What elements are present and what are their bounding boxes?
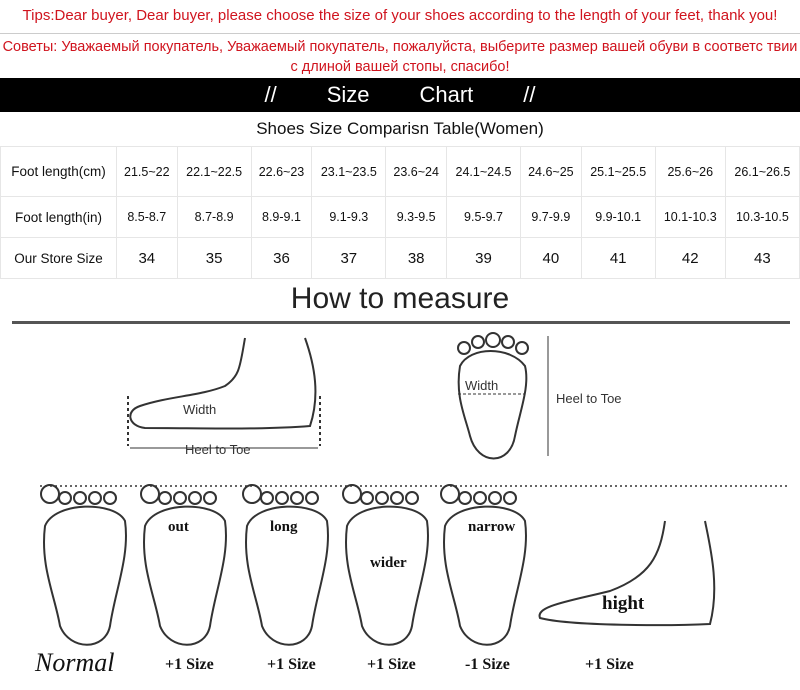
foot-icon <box>143 505 227 646</box>
foot-tag: wider <box>370 555 407 571</box>
size-chart-banner: // Size Chart // <box>0 78 800 112</box>
foot-icon <box>43 505 127 646</box>
table-cell: 37 <box>311 237 387 279</box>
tips-english: Tips:Dear buyer, Dear buyer, please choo… <box>0 0 800 34</box>
table-row: Foot length(in) 8.5-8.7 8.7-8.9 8.9-9.1 9.1-… <box>0 196 800 238</box>
row-header: Foot length(cm) <box>0 146 117 197</box>
foot-icon <box>245 505 329 646</box>
table-cell: 22.6~23 <box>250 146 313 197</box>
foot-side-icon <box>538 520 716 627</box>
table-cell: 9.9-10.1 <box>580 196 656 238</box>
how-to-measure-heading: How to measure <box>290 282 510 315</box>
foot-top-icon <box>457 350 528 460</box>
table-title: Shoes Size Comparisn Table(Women) <box>256 119 544 138</box>
table-cell: 23.1~23.5 <box>311 146 387 197</box>
row-header: Foot length(in) <box>0 196 117 238</box>
table-row: Foot length(cm) 21.5~22 22.1~22.5 22.6~23 23… <box>0 146 800 197</box>
size-adjust-label: +1 Size <box>367 656 416 673</box>
banner-word: Chart <box>419 82 474 107</box>
heel-to-toe-label: Heel to Toe <box>556 391 622 406</box>
divider <box>12 321 790 324</box>
table-cell: 24.1~24.5 <box>445 146 522 197</box>
table-cell: 38 <box>385 237 447 279</box>
banner-slash: // <box>523 82 536 107</box>
foot-side-icon <box>129 337 317 430</box>
table-cell: 21.5~22 <box>116 146 178 197</box>
foot-icon <box>345 505 429 646</box>
table-row: Our Store Size 34 35 36 37 38 39 40 41 42 43 <box>0 237 800 279</box>
size-adjust-label: +1 Size <box>267 656 316 673</box>
table-cell: 43 <box>724 237 800 279</box>
table-cell: 10.1-10.3 <box>654 196 726 238</box>
size-adjust-label: +1 Size <box>585 656 634 673</box>
foot-tag: narrow <box>468 519 515 535</box>
table-cell: 8.7-8.9 <box>176 196 252 238</box>
table-cell: 9.3-9.5 <box>385 196 447 238</box>
banner-word: Size <box>326 82 370 107</box>
foot-tag: hight <box>602 593 645 614</box>
table-cell: 36 <box>250 237 313 279</box>
tips-russian: Советы: Уважаемый покупатель, Уважаемый … <box>2 39 798 75</box>
foot-tag: out <box>168 519 189 535</box>
table-cell: 9.1-9.3 <box>311 196 387 238</box>
table-cell: 25.6~26 <box>654 146 726 197</box>
table-cell: 9.7-9.9 <box>520 196 582 238</box>
table-cell: 8.5-8.7 <box>116 196 178 238</box>
width-label: Width <box>465 378 498 393</box>
banner-slash: // <box>264 82 277 107</box>
row-header: Our Store Size <box>0 237 117 279</box>
table-cell: 22.1~22.5 <box>176 146 252 197</box>
table-cell: 34 <box>116 237 178 279</box>
size-adjust-label: +1 Size <box>165 656 214 673</box>
measure-illustration: Width Heel to Toe Width Heel to Toe out l… <box>40 332 790 646</box>
table-cell: 25.1~25.5 <box>580 146 656 197</box>
table-cell: 35 <box>176 237 252 279</box>
table-cell: 8.9-9.1 <box>250 196 313 238</box>
table-cell: 41 <box>580 237 656 279</box>
table-cell: 42 <box>654 237 726 279</box>
width-label: Width <box>183 402 216 417</box>
table-cell: 39 <box>445 237 522 279</box>
foot-icon <box>443 505 527 646</box>
size-adjust-label: Normal <box>35 648 115 677</box>
table-cell: 24.6~25 <box>520 146 582 197</box>
table-cell: 26.1~26.5 <box>724 146 800 197</box>
size-table: Foot length(cm) 21.5~22 22.1~22.5 22.6~23 23… <box>0 146 800 279</box>
size-adjust-label: -1 Size <box>465 656 510 673</box>
table-cell: 9.5-9.7 <box>445 196 522 238</box>
foot-tag: long <box>270 519 298 535</box>
table-cell: 40 <box>520 237 582 279</box>
heel-to-toe-label: Heel to Toe <box>185 442 251 457</box>
table-cell: 23.6~24 <box>385 146 447 197</box>
table-cell: 10.3-10.5 <box>724 196 800 238</box>
